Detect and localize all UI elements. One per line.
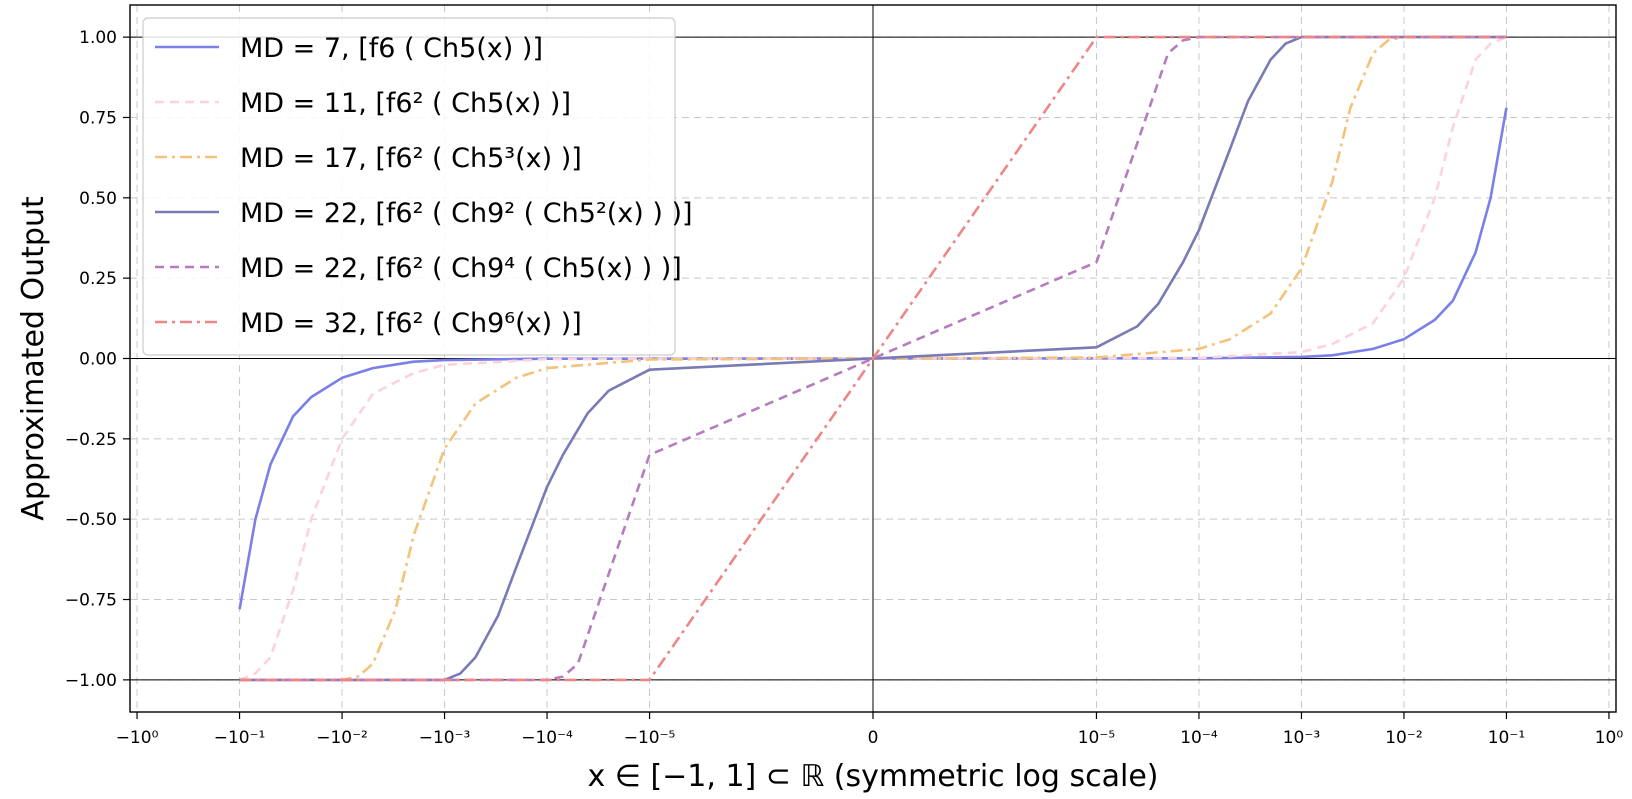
y-axis-ticks: 1.00 0.75 0.50 0.25 0.00 −0.25 −0.50 −0.75 −1.00 bbox=[65, 28, 130, 691]
x-axis-ticks: −10⁰ −10⁻¹ −10⁻² −10⁻³ −10⁻⁴ −10⁻⁵ 0 10⁻⁵ 10⁻⁴ 10… bbox=[116, 712, 1624, 748]
y-tick-label: 0.00 bbox=[79, 350, 117, 370]
y-tick-label: −1.00 bbox=[65, 671, 117, 691]
x-tick-label: 10⁻⁴ bbox=[1180, 728, 1218, 748]
x-tick-label: −10⁻¹ bbox=[214, 728, 266, 748]
x-tick-label: −10⁻³ bbox=[419, 728, 471, 748]
legend-entry-label: MD = 32, [f6² ( Ch9⁶(x) )] bbox=[240, 308, 582, 339]
x-tick-label: 0 bbox=[868, 728, 879, 748]
y-tick-label: 1.00 bbox=[79, 28, 117, 48]
legend-entry-label: MD = 11, [f6² ( Ch5(x) )] bbox=[240, 88, 571, 119]
series-group bbox=[238, 35, 1508, 682]
x-tick-label: 10⁰ bbox=[1595, 728, 1624, 748]
y-tick-label: −0.75 bbox=[65, 591, 117, 611]
x-tick-label: −10⁻⁴ bbox=[521, 728, 573, 748]
x-tick-label: −10⁰ bbox=[116, 728, 159, 748]
series-line-6 bbox=[239, 35, 1507, 682]
legend-box bbox=[142, 17, 676, 356]
series-line-5 bbox=[239, 35, 1507, 682]
x-tick-label: −10⁻² bbox=[316, 728, 368, 748]
y-axis-label: Approximated Output bbox=[16, 196, 51, 521]
x-tick-label: 10⁻² bbox=[1385, 728, 1422, 748]
y-tick-label: 0.25 bbox=[79, 269, 117, 289]
y-tick-label: −0.50 bbox=[65, 510, 117, 530]
legend: MD = 7, [f6 ( Ch5(x) )] MD = 11, [f6² ( C… bbox=[142, 17, 693, 356]
y-tick-label: 0.50 bbox=[79, 189, 117, 209]
legend-entry-label: MD = 17, [f6² ( Ch5³(x) )] bbox=[240, 143, 582, 174]
y-tick-label: −0.25 bbox=[65, 430, 117, 450]
x-tick-label: 10⁻³ bbox=[1283, 728, 1320, 748]
x-tick-label: 10⁻¹ bbox=[1488, 728, 1525, 748]
x-axis-label: x ∈ [−1, 1] ⊂ ℝ (symmetric log scale) bbox=[588, 759, 1159, 794]
x-tick-label: 10⁻⁵ bbox=[1078, 728, 1115, 748]
y-tick-label: 0.75 bbox=[79, 108, 117, 128]
legend-entry-label: MD = 22, [f6² ( Ch9² ( Ch5²(x) ) )] bbox=[240, 198, 693, 229]
legend-entry-label: MD = 7, [f6 ( Ch5(x) )] bbox=[240, 33, 543, 64]
x-tick-label: −10⁻⁵ bbox=[624, 728, 676, 748]
legend-entry-label: MD = 22, [f6² ( Ch9⁴ ( Ch5(x) ) )] bbox=[240, 253, 682, 284]
